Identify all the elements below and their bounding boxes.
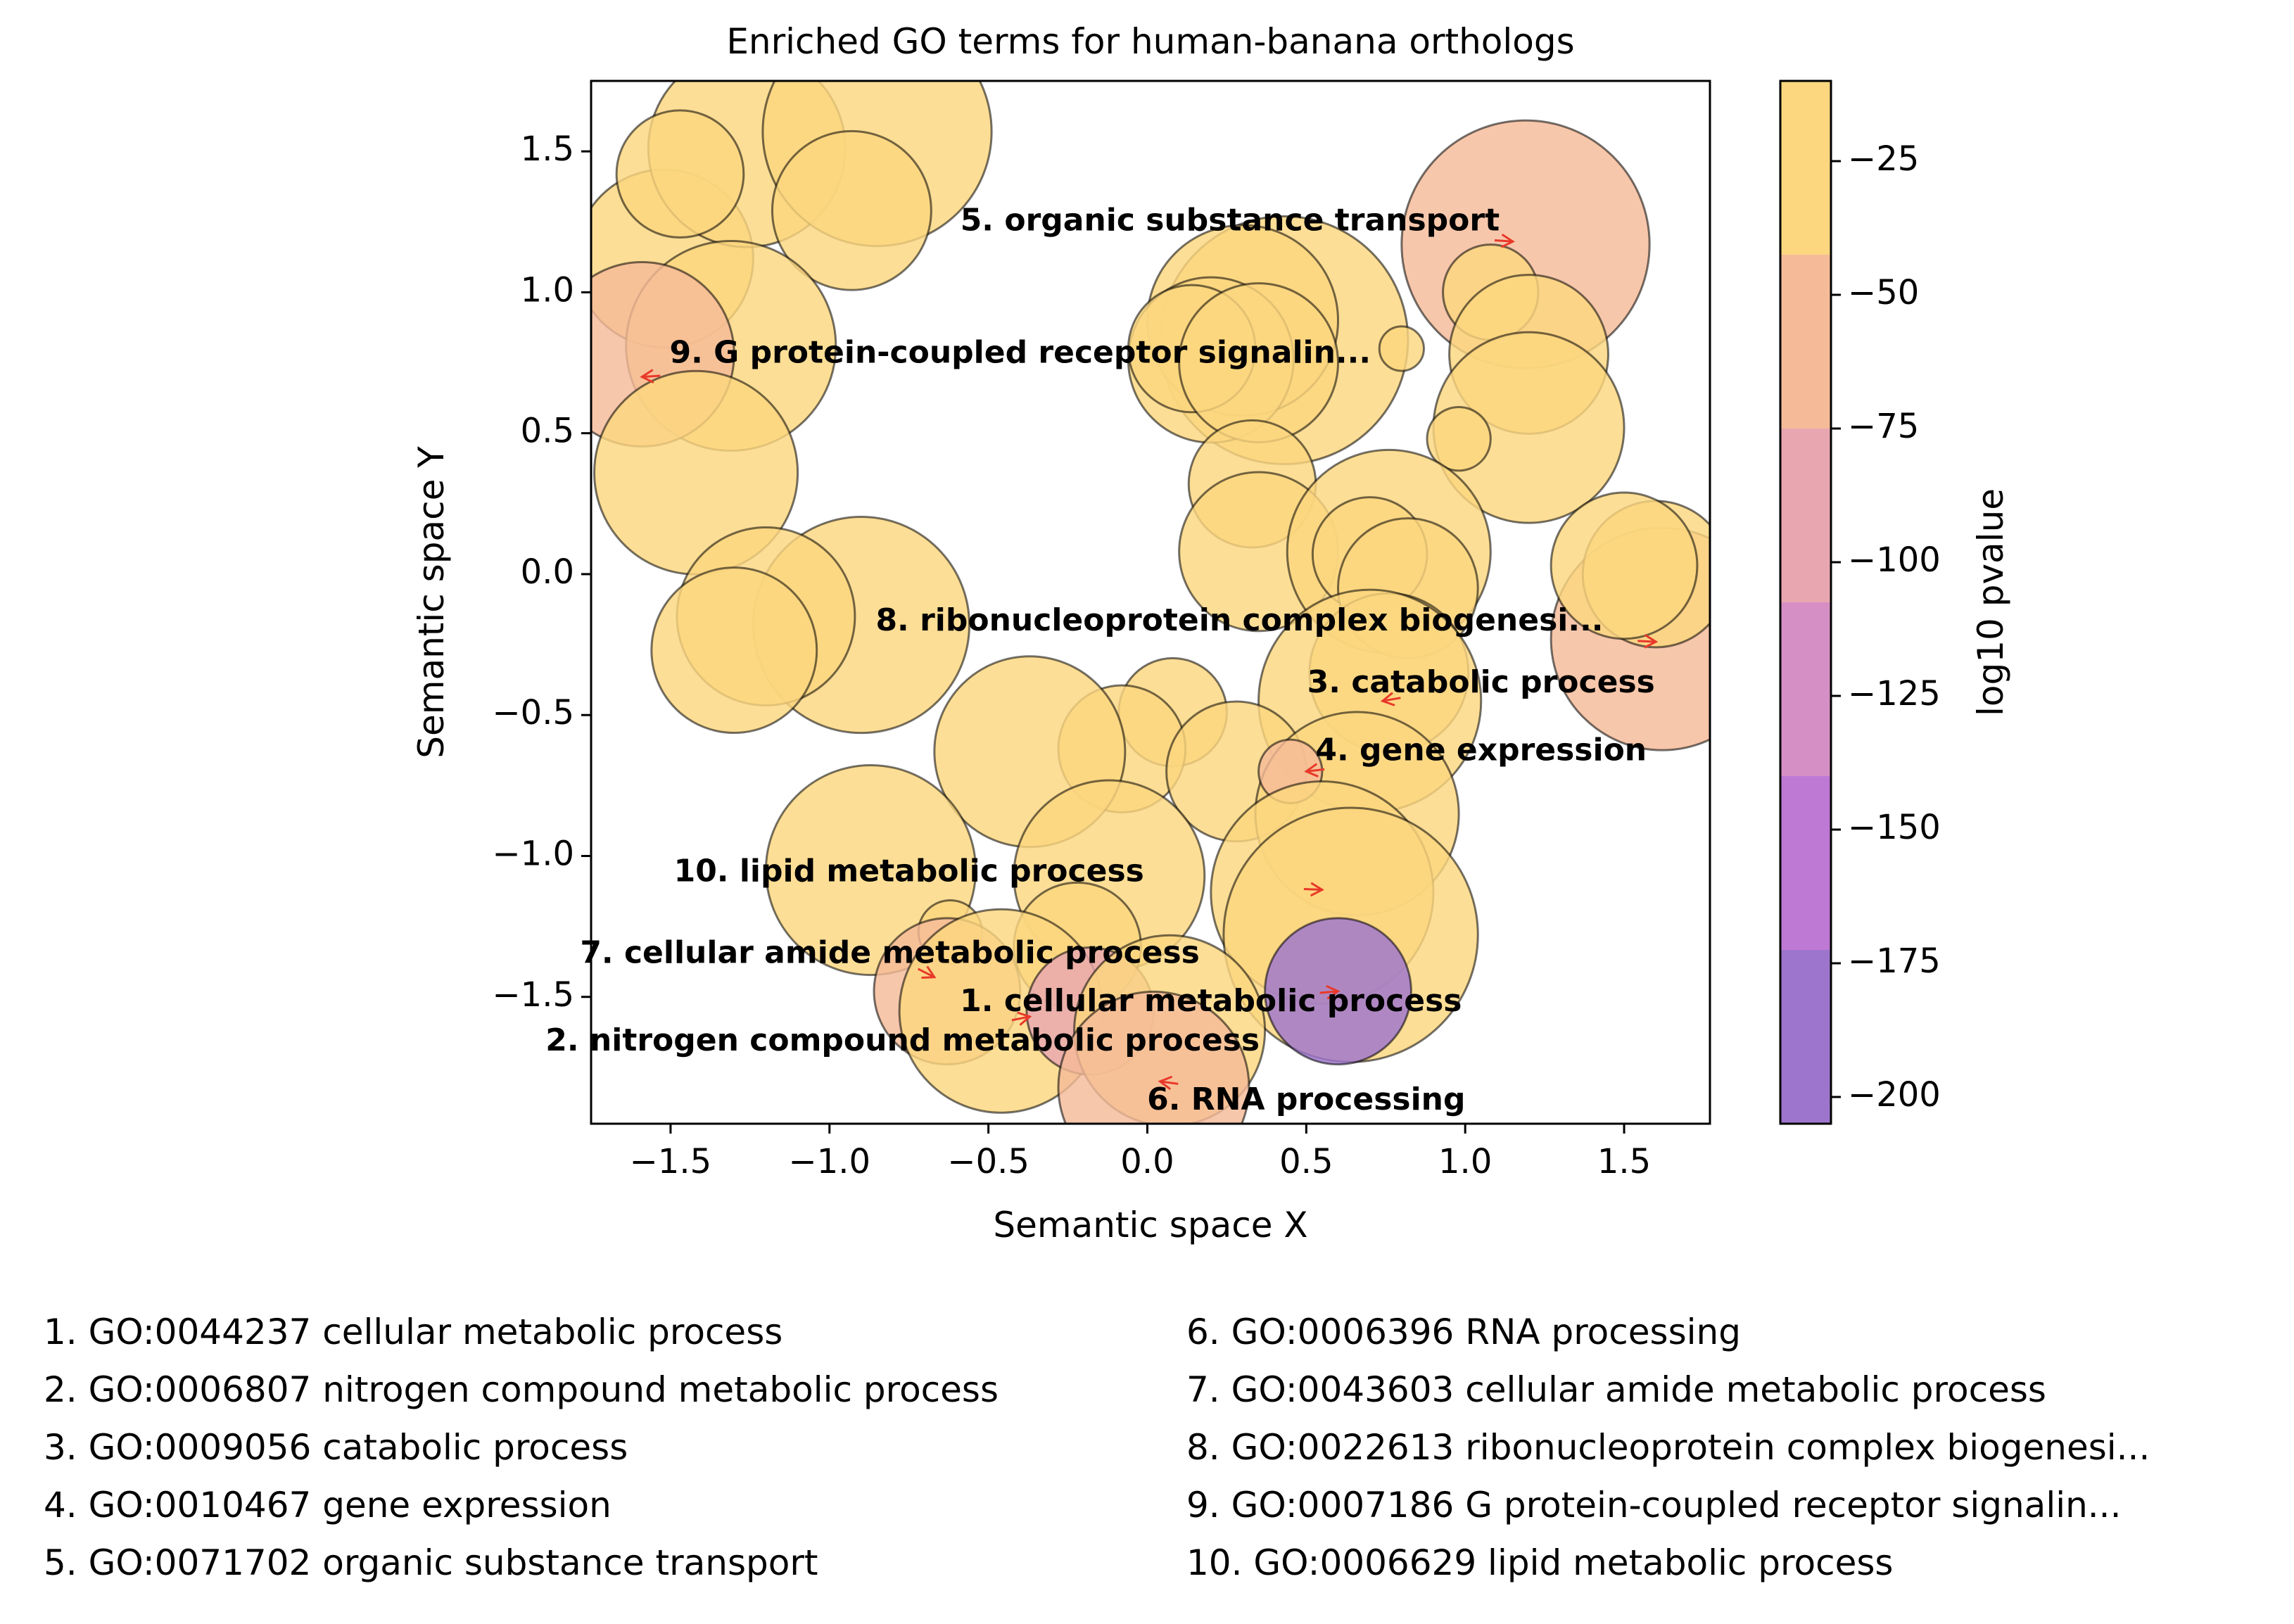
y-tick-label: 1.0: [521, 270, 574, 310]
x-tick-label: 0.5: [1279, 1142, 1333, 1181]
colorbar-tick-label: −100: [1848, 540, 1941, 580]
bubble-11: [650, 566, 818, 735]
annotation-label-2: 2. nitrogen compound metabolic process: [545, 1022, 1260, 1058]
annotation-label-5: 5. organic substance transport: [961, 202, 1500, 238]
arrow-layer: [640, 233, 1659, 1091]
bubble-4: [771, 129, 932, 291]
annotation-arrow-3: [1382, 697, 1401, 702]
colorbar-tick-label: −75: [1848, 407, 1919, 446]
colorbar-frame: [1779, 80, 1832, 1125]
annotation-arrow-8: [1637, 640, 1656, 643]
colorbar-tick-label: −150: [1848, 808, 1941, 847]
annotation-label-3: 3. catabolic process: [1307, 664, 1655, 700]
y-tick-label: −0.5: [492, 693, 574, 732]
colorbar-band-5: [1780, 776, 1831, 951]
annotation-label-1: 1. cellular metabolic process: [960, 983, 1462, 1019]
annotation-arrowhead-9: [640, 369, 654, 383]
x-tick-label: 1.0: [1438, 1142, 1492, 1181]
x-axis: −1.5 −1.0 −0.5 0.0 0.5 1.0 1.5: [630, 1124, 1651, 1181]
annotation-arrowhead-6: [1158, 1075, 1173, 1091]
annotation-arrowhead-7: [921, 965, 937, 979]
annotation-arrowhead-1: [1326, 984, 1341, 1000]
colorbar-tick-label: −25: [1848, 139, 1919, 179]
colorbar: −25 −50 −75 −100 −125 −150 −175 −200: [1779, 80, 1941, 1125]
y-tick-label: −1.5: [492, 975, 574, 1015]
colorbar-tick-label: −50: [1848, 273, 1919, 312]
annotation-label-9: 9. G protein-coupled receptor signalin..…: [670, 335, 1371, 371]
colorbar-band-6: [1780, 950, 1831, 1124]
x-tick-label: −0.5: [947, 1142, 1029, 1181]
colorbar-band-2: [1780, 255, 1831, 429]
bubble-22: [1426, 406, 1492, 472]
bubble-5: [615, 109, 745, 239]
annotation-arrowhead-2: [1017, 1011, 1032, 1026]
x-tick-label: −1.0: [788, 1142, 870, 1181]
chart-title: Enriched GO terms for human-banana ortho…: [726, 21, 1574, 62]
annotation-arrow-1: [1319, 990, 1338, 994]
annotation-arrow-7: [917, 968, 935, 979]
annotation-arrowhead-5: [1500, 233, 1515, 248]
annotation-arrowhead-10: [1310, 882, 1324, 897]
annotation-arrow-2: [1011, 1015, 1030, 1022]
bubble-32: [1550, 491, 1699, 640]
annotation-label-6: 6. RNA processing: [1147, 1081, 1465, 1117]
colorbar-tick-label: −175: [1848, 941, 1941, 981]
colorbar-label: log10 pvalue: [1970, 488, 2011, 716]
bubble-layer: [591, 81, 1710, 1124]
x-tick-label: −1.5: [630, 1142, 712, 1181]
y-tick-label: 1.5: [521, 129, 574, 169]
y-tick-label: −1.0: [492, 834, 574, 873]
colorbar-band-4: [1780, 602, 1831, 777]
annotation-arrow-5: [1494, 239, 1514, 243]
y-axis-label: Semantic space Y: [411, 446, 452, 759]
annotation-arrowhead-4: [1304, 763, 1319, 778]
annotation-label-8: 8. ribonucleoprotein complex biogenesi..…: [875, 602, 1603, 638]
annotation-label-7: 7. cellular amide metabolic process: [580, 935, 1200, 971]
colorbar-band-3: [1780, 429, 1831, 603]
bubble-49: [1057, 990, 1250, 1124]
x-axis-label: Semantic space X: [993, 1205, 1307, 1245]
annotation-arrowhead-3: [1380, 692, 1395, 706]
annotation-arrowhead-8: [1644, 634, 1659, 649]
y-axis: 1.5 1.0 0.5 0.0 −0.5 −1.0 −1.5: [492, 129, 591, 1015]
annotation-arrow-9: [642, 374, 661, 379]
y-tick-label: 0.5: [521, 412, 574, 451]
x-tick-label: 0.0: [1120, 1142, 1174, 1181]
colorbar-band-1: [1780, 81, 1831, 255]
bubble-17: [1378, 325, 1425, 372]
colorbar-tick-label: −200: [1848, 1075, 1941, 1115]
plot-frame: [590, 80, 1711, 1125]
annotation-arrow-6: [1160, 1080, 1179, 1085]
y-tick-label: 0.0: [521, 552, 574, 592]
annotation-label-10: 10. lipid metabolic process: [674, 854, 1144, 889]
annotation-arrow-4: [1306, 768, 1325, 773]
colorbar-tick-label: −125: [1848, 674, 1941, 713]
annotation-label-4: 4. gene expression: [1315, 732, 1647, 768]
x-tick-label: 1.5: [1597, 1142, 1651, 1181]
